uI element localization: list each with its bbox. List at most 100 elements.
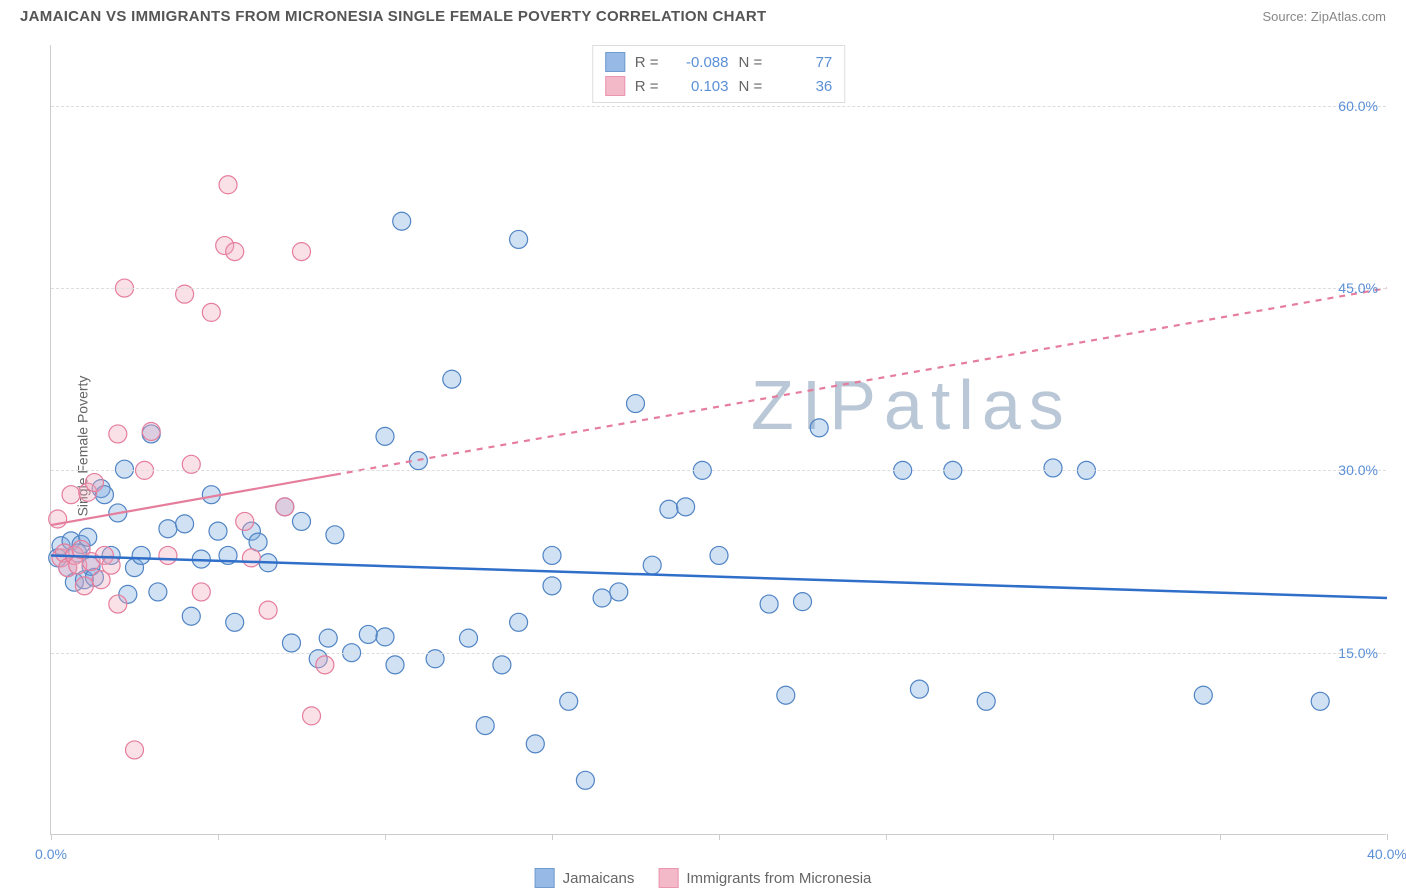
legend-R-value-0: -0.088 [669,54,729,71]
data-point [202,303,220,321]
data-point [132,546,150,564]
data-point [460,629,478,647]
data-point [303,707,321,725]
y-tick-label: 30.0% [1338,462,1378,478]
legend-R-value-1: 0.103 [669,78,729,95]
legend-swatch-series-0 [605,52,625,72]
data-point [576,771,594,789]
data-point [510,613,528,631]
data-point [75,577,93,595]
data-point [319,629,337,647]
data-point [209,522,227,540]
legend-item-micronesia: Immigrants from Micronesia [658,868,871,888]
data-point [386,656,404,674]
x-tick [1053,834,1054,840]
data-point [176,515,194,533]
legend-swatch-micronesia [658,868,678,888]
data-point [276,498,294,516]
data-point [226,613,244,631]
legend-row-series-0: R = -0.088 N = 77 [605,50,833,74]
data-point [109,425,127,443]
x-tick [218,834,219,840]
data-point [510,230,528,248]
data-point [543,577,561,595]
x-tick [1387,834,1388,840]
data-point [560,692,578,710]
data-point [376,628,394,646]
gridline [51,470,1386,471]
source-label: Source: ZipAtlas.com [1262,9,1386,24]
data-point [643,556,661,574]
data-point [359,625,377,643]
data-point [627,395,645,413]
data-point [259,601,277,619]
data-point [543,546,561,564]
data-point [149,583,167,601]
data-point [710,546,728,564]
gridline [51,106,1386,107]
data-point [493,656,511,674]
data-point [977,692,995,710]
legend-R-label: R = [635,78,659,95]
scatter-plot [51,45,1386,834]
data-point [610,583,628,601]
legend-item-jamaicans: Jamaicans [535,868,635,888]
legend-R-label: R = [635,54,659,71]
legend-swatch-jamaicans [535,868,555,888]
x-tick [552,834,553,840]
gridline [51,288,1386,289]
legend-series: Jamaicans Immigrants from Micronesia [535,868,872,888]
data-point [219,176,237,194]
y-tick-label: 60.0% [1338,98,1378,114]
x-tick-label: 0.0% [35,846,67,862]
y-tick-label: 45.0% [1338,280,1378,296]
data-point [760,595,778,613]
data-point [62,486,80,504]
data-point [1311,692,1329,710]
data-point [159,520,177,538]
data-point [316,656,334,674]
x-tick [385,834,386,840]
data-point [393,212,411,230]
data-point [126,741,144,759]
legend-row-series-1: R = 0.103 N = 36 [605,74,833,98]
data-point [476,717,494,735]
data-point [242,549,260,567]
data-point [109,595,127,613]
data-point [810,419,828,437]
data-point [910,680,928,698]
data-point [293,243,311,261]
data-point [443,370,461,388]
data-point [677,498,695,516]
x-tick [886,834,887,840]
data-point [182,607,200,625]
legend-N-label: N = [739,54,763,71]
data-point [236,512,254,530]
legend-correlation: R = -0.088 N = 77 R = 0.103 N = 36 [592,45,846,103]
x-tick [51,834,52,840]
regression-line-extrapolated [335,288,1387,475]
legend-N-label: N = [739,78,763,95]
data-point [526,735,544,753]
data-point [1044,459,1062,477]
data-point [159,546,177,564]
data-point [226,243,244,261]
legend-N-value-0: 77 [772,54,832,71]
x-tick [1220,834,1221,840]
legend-swatch-series-1 [605,76,625,96]
legend-label-jamaicans: Jamaicans [563,870,635,887]
data-point [794,593,812,611]
data-point [1194,686,1212,704]
legend-label-micronesia: Immigrants from Micronesia [686,870,871,887]
chart-area: ZIPatlas R = -0.088 N = 77 R = 0.103 N =… [50,45,1386,835]
data-point [326,526,344,544]
data-point [376,427,394,445]
gridline [51,653,1386,654]
data-point [593,589,611,607]
page-title: JAMAICAN VS IMMIGRANTS FROM MICRONESIA S… [20,8,766,25]
x-tick-label: 40.0% [1367,846,1406,862]
data-point [142,422,160,440]
x-tick [719,834,720,840]
data-point [102,556,120,574]
data-point [115,460,133,478]
